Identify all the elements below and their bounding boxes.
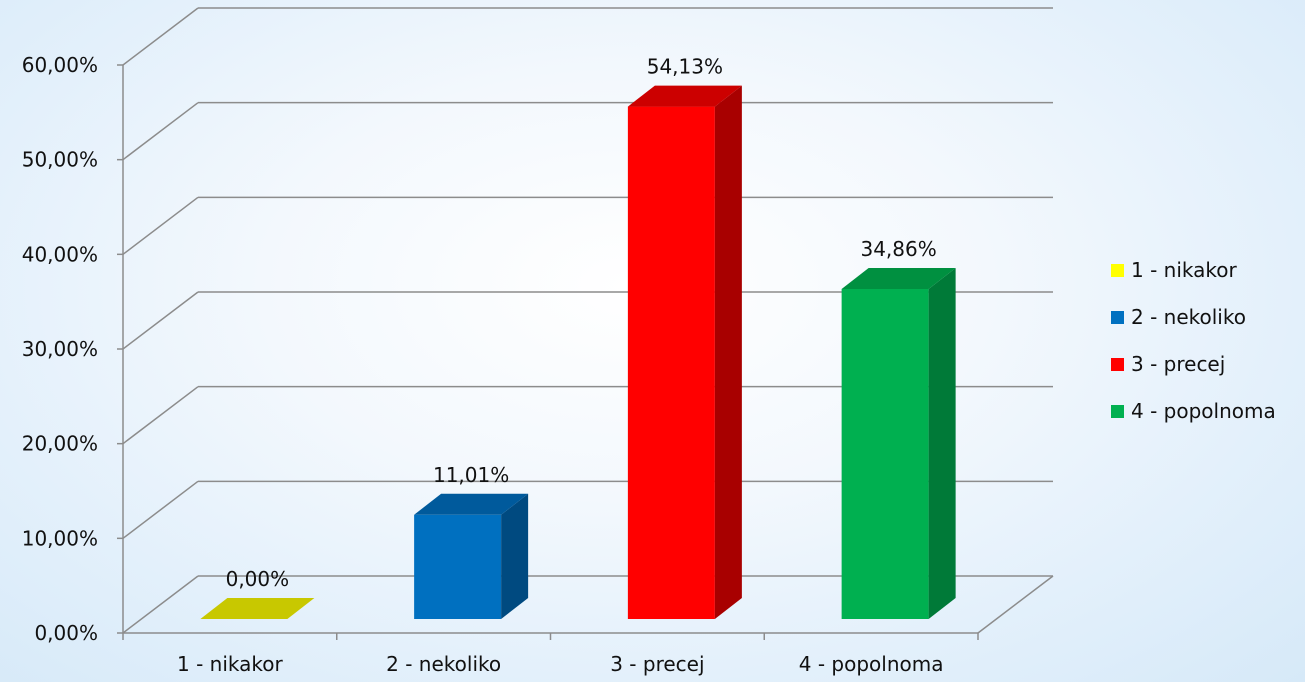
legend-swatch-1 — [1111, 311, 1124, 324]
data-label-3: 34,86% — [860, 237, 936, 261]
bar-top-1 — [414, 493, 529, 515]
bar-front-2 — [627, 106, 715, 619]
bar-top-2 — [627, 85, 742, 107]
legend-label-1: 2 - nekoliko — [1131, 305, 1246, 329]
y-tick-label-1: 10,00% — [22, 526, 98, 550]
y-tick-label-0: 0,00% — [34, 621, 98, 645]
y-tick-label-2: 20,00% — [22, 432, 98, 456]
side-gridline-6 — [122, 7, 199, 66]
y-tick-label-5: 50,00% — [22, 148, 98, 172]
data-label-1: 11,01% — [433, 463, 509, 487]
y-tick-label-3: 30,00% — [22, 337, 98, 361]
y-tick-label-4: 40,00% — [22, 242, 98, 266]
side-gridline-0 — [122, 575, 199, 634]
legend-label-3: 4 - popolnoma — [1131, 399, 1276, 423]
side-gridline-5 — [122, 102, 199, 161]
side-gridline-1 — [122, 480, 199, 539]
data-label-2: 54,13% — [647, 55, 723, 79]
x-tick-label-1: 2 - nekoliko — [386, 652, 501, 676]
floor-right-edge — [977, 575, 1054, 634]
x-tick-label-3: 4 - popolnoma — [799, 652, 944, 676]
legend-swatch-0 — [1111, 264, 1124, 277]
bar-top-3 — [841, 267, 956, 289]
y-tick-label-6: 60,00% — [22, 53, 98, 77]
bar-front-1 — [414, 514, 502, 619]
bar-side-1 — [501, 493, 529, 619]
x-tick-label-2: 3 - precej — [610, 652, 704, 676]
legend-swatch-3 — [1111, 405, 1124, 418]
legend-label-0: 1 - nikakor — [1131, 258, 1237, 282]
legend-swatch-2 — [1111, 358, 1124, 371]
data-label-0: 0,00% — [226, 567, 290, 591]
side-gridline-2 — [122, 386, 199, 445]
x-tick-label-0: 1 - nikakor — [177, 652, 283, 676]
bar-side-3 — [928, 267, 956, 619]
side-gridline-4 — [122, 196, 199, 255]
bar-side-2 — [714, 85, 742, 619]
legend-label-2: 3 - precej — [1131, 352, 1225, 376]
bar-top-0 — [200, 598, 315, 619]
side-gridline-3 — [122, 291, 199, 350]
bar-front-3 — [841, 288, 929, 619]
